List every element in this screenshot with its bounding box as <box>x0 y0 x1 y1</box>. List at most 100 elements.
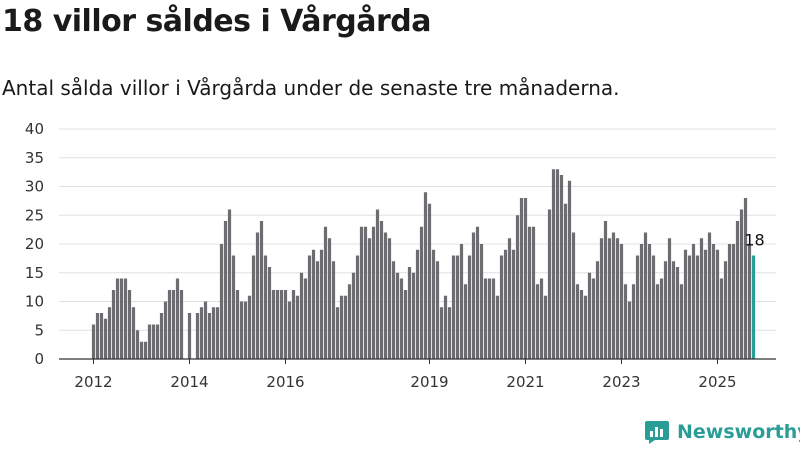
bar <box>95 313 100 359</box>
bar <box>199 307 204 359</box>
bar <box>451 255 456 359</box>
bar <box>583 295 588 359</box>
bar <box>383 232 388 359</box>
bar <box>163 301 168 359</box>
bar <box>463 284 468 359</box>
y-tick-label: 10 <box>25 293 44 311</box>
bar <box>351 272 356 359</box>
bar <box>411 272 416 359</box>
x-axis-labels: 2012 2014 2016 2019 2021 2023 2025 <box>74 359 737 391</box>
bar <box>175 278 180 359</box>
bars <box>91 169 756 359</box>
bar <box>99 313 104 359</box>
x-tick-label: 2019 <box>410 373 448 391</box>
bar <box>395 272 400 359</box>
bar <box>563 203 568 359</box>
bar <box>323 226 328 359</box>
bar <box>143 341 148 359</box>
bar <box>631 284 636 359</box>
chart-subtitle: Antal sålda villor i Vårgårda under de s… <box>2 76 620 100</box>
bar <box>715 249 720 359</box>
bar <box>675 267 680 359</box>
bar <box>567 180 572 359</box>
bar <box>151 324 156 359</box>
bar <box>247 295 252 359</box>
bar <box>279 290 284 359</box>
y-tick-label: 30 <box>25 178 44 196</box>
bar <box>131 307 136 359</box>
bar <box>407 267 412 359</box>
bar <box>319 249 324 359</box>
bar <box>491 278 496 359</box>
newsworthy-icon <box>645 421 669 444</box>
bar <box>531 226 536 359</box>
bar <box>651 255 656 359</box>
bar <box>123 278 128 359</box>
bar <box>483 278 488 359</box>
bar <box>271 290 276 359</box>
bar <box>575 284 580 359</box>
bar <box>719 278 724 359</box>
bar <box>707 232 712 359</box>
bar <box>591 278 596 359</box>
bar <box>655 284 660 359</box>
bar <box>587 272 592 359</box>
bar <box>643 232 648 359</box>
bar <box>231 255 236 359</box>
bar <box>103 318 108 359</box>
bar <box>659 278 664 359</box>
bar <box>427 203 432 359</box>
bar <box>663 261 668 359</box>
bar <box>311 249 316 359</box>
bar <box>703 249 708 359</box>
bar <box>179 290 184 359</box>
bar <box>455 255 460 359</box>
bar <box>615 238 620 359</box>
bar <box>423 192 428 359</box>
bar <box>155 324 160 359</box>
x-tick-label: 2025 <box>698 373 736 391</box>
y-tick-label: 15 <box>25 264 44 282</box>
bar <box>371 226 376 359</box>
x-tick-label: 2021 <box>506 373 544 391</box>
bar <box>91 324 96 359</box>
bar <box>519 198 524 359</box>
bar <box>127 290 132 359</box>
bar <box>303 278 308 359</box>
bar <box>159 313 164 359</box>
bar <box>327 238 332 359</box>
bar <box>543 295 548 359</box>
bar <box>639 244 644 359</box>
bar <box>511 249 516 359</box>
bar <box>499 255 504 359</box>
bar <box>599 238 604 359</box>
bar <box>683 249 688 359</box>
bar <box>391 261 396 359</box>
y-tick-label: 0 <box>34 350 44 368</box>
bar <box>243 301 248 359</box>
bar <box>471 232 476 359</box>
bar <box>107 307 112 359</box>
bar <box>375 209 380 359</box>
bar <box>603 221 608 359</box>
bar <box>671 261 676 359</box>
newsworthy-logo: Newsworthy <box>644 419 800 445</box>
bar <box>167 290 172 359</box>
last-value-label: 18 <box>744 231 764 250</box>
bar <box>227 209 232 359</box>
bar <box>747 244 752 359</box>
bar <box>503 249 508 359</box>
bar <box>119 278 124 359</box>
bar <box>547 209 552 359</box>
bar <box>635 255 640 359</box>
bar <box>235 290 240 359</box>
bar <box>291 290 296 359</box>
x-tick-label: 2014 <box>170 373 208 391</box>
bar <box>727 244 732 359</box>
bar-latest <box>751 255 756 359</box>
bar <box>335 307 340 359</box>
y-tick-label: 20 <box>25 235 44 253</box>
x-tick-label: 2012 <box>74 373 112 391</box>
bar <box>735 221 740 359</box>
bar <box>723 261 728 359</box>
